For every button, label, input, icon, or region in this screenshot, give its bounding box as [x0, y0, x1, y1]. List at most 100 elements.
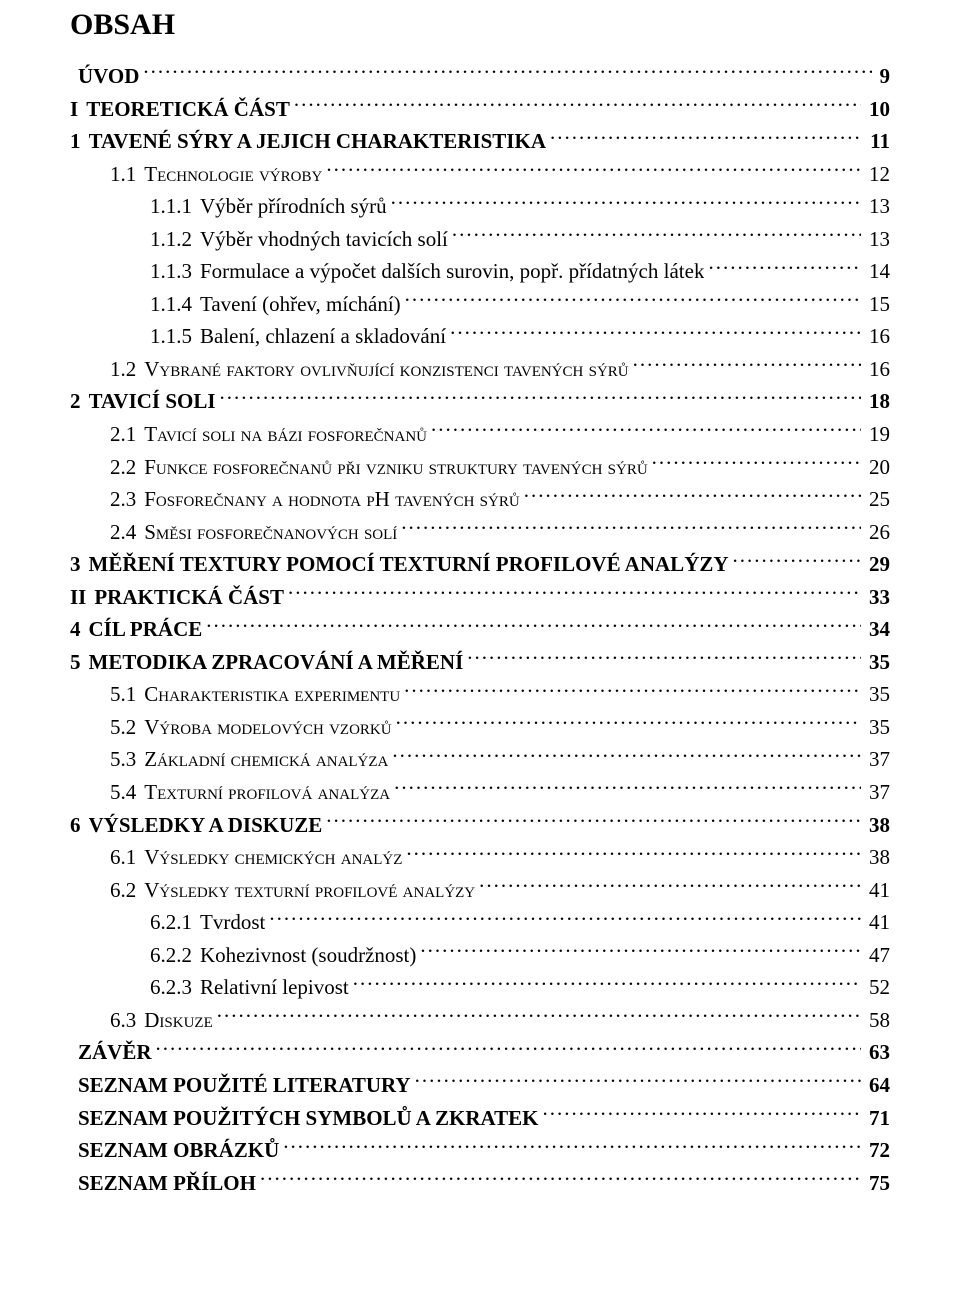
toc-entry-text: VÝSLEDKY A DISKUZE: [89, 809, 323, 842]
toc-entry-page: 13: [865, 223, 890, 256]
toc-entry-text: SEZNAM POUŽITÝCH SYMBOLŮ A ZKRATEK: [78, 1102, 539, 1135]
toc-entry: 1TAVENÉ SÝRY A JEJICH CHARAKTERISTIKA11: [70, 125, 890, 158]
toc-entry-number: 6.2.2: [70, 939, 200, 972]
toc-leader: [396, 713, 861, 734]
toc-entry-text: Tavicí soli na bázi fosforečnanů: [144, 418, 427, 451]
toc-entry: 6VÝSLEDKY A DISKUZE38: [70, 809, 890, 842]
toc-entry-page: 64: [865, 1069, 890, 1102]
toc-entry-number: 6.2: [70, 874, 144, 907]
toc-entry-number: 6.2.1: [70, 906, 200, 939]
toc-entry: IIPRAKTICKÁ ČÁST33: [70, 581, 890, 614]
toc-entry-number: 1.1.5: [70, 320, 200, 353]
toc-entry-number: 3: [70, 548, 89, 581]
toc-entry: ZÁVĚR63: [70, 1036, 890, 1069]
toc-entry-text: MĚŘENÍ TEXTURY POMOCÍ TEXTURNÍ PROFILOVÉ…: [89, 548, 729, 581]
toc-entry-number: 1.1.2: [70, 223, 200, 256]
toc-entry: 5.3Základní chemická analýza37: [70, 743, 890, 776]
toc-entry-number: 1.1: [70, 158, 144, 191]
toc-entry: 2TAVICÍ SOLI18: [70, 385, 890, 418]
toc-entry-page: 63: [865, 1036, 890, 1069]
toc-leader: [652, 453, 861, 474]
toc-entry-text: Tavení (ohřev, míchání): [200, 288, 401, 321]
toc-entry-text: Tvrdost: [200, 906, 265, 939]
toc-entry: 1.1.4Tavení (ohřev, míchání)15: [70, 288, 890, 321]
toc-entry-number: 1.1.3: [70, 255, 200, 288]
toc-entry: 4CÍL PRÁCE34: [70, 613, 890, 646]
toc-leader: [394, 778, 861, 799]
toc-entry-text: Technologie výroby: [144, 158, 322, 191]
toc-leader: [288, 583, 861, 604]
toc-entry-page: 41: [865, 874, 890, 907]
toc-entry-page: 33: [865, 581, 890, 614]
toc-entry: 6.1Výsledky chemických analýz38: [70, 841, 890, 874]
toc-leader: [543, 1104, 861, 1125]
toc-entry-page: 34: [865, 613, 890, 646]
toc-leader: [143, 62, 871, 83]
toc-entry-page: 14: [865, 255, 890, 288]
toc-entry-text: SEZNAM OBRÁZKŮ: [78, 1134, 279, 1167]
toc-entry: 1.1.2Výběr vhodných tavicích solí13: [70, 223, 890, 256]
toc-entry-text: Relativní lepivost: [200, 971, 349, 1004]
toc-entry: 1.2Vybrané faktory ovlivňující konzisten…: [70, 353, 890, 386]
toc-entry: 1.1.5Balení, chlazení a skladování16: [70, 320, 890, 353]
toc-entry-number: 2.1: [70, 418, 144, 451]
toc-entry-text: SEZNAM PŘÍLOH: [78, 1167, 256, 1200]
toc-entry-number: 5.2: [70, 711, 144, 744]
toc-entry-page: 58: [865, 1004, 890, 1037]
toc-entry-text: PRAKTICKÁ ČÁST: [94, 581, 284, 614]
toc-leader: [733, 550, 861, 571]
toc-leader: [269, 908, 861, 929]
toc-entry-number: 6.3: [70, 1004, 144, 1037]
toc-entry-page: 35: [865, 646, 890, 679]
toc-entry-text: ÚVOD: [78, 60, 139, 93]
toc-leader: [479, 876, 861, 897]
toc-entry: 6.3Diskuze58: [70, 1004, 890, 1037]
toc-leader: [431, 420, 861, 441]
toc-entry-text: Výběr přírodních sýrů: [200, 190, 387, 223]
toc-entry: 6.2.2Kohezivnost (soudržnost)47: [70, 939, 890, 972]
toc-leader: [524, 485, 861, 506]
toc-leader: [294, 95, 861, 116]
toc-entry-text: Charakteristika experimentu: [144, 678, 400, 711]
toc-entry-text: Výsledky texturní profilové analýzy: [144, 874, 475, 907]
toc-entry: SEZNAM OBRÁZKŮ 72: [70, 1134, 890, 1167]
toc-leader: [326, 811, 861, 832]
toc-entry-page: 38: [865, 841, 890, 874]
toc-entry-page: 72: [865, 1134, 890, 1167]
toc-entry-number: 2: [70, 385, 89, 418]
toc-entry: SEZNAM POUŽITÝCH SYMBOLŮ A ZKRATEK 71: [70, 1102, 890, 1135]
toc-entry: 2.4Směsi fosforečnanových solí26: [70, 516, 890, 549]
toc-entry-text: CÍL PRÁCE: [89, 613, 203, 646]
toc-entry-text: TAVENÉ SÝRY A JEJICH CHARAKTERISTIKA: [89, 125, 546, 158]
toc-entry-text: Balení, chlazení a skladování: [200, 320, 446, 353]
toc-entry-text: Výsledky chemických analýz: [144, 841, 402, 874]
toc-entry-page: 71: [865, 1102, 890, 1135]
toc-leader: [283, 1136, 861, 1157]
toc-entry-number: 1.2: [70, 353, 144, 386]
toc-entry-number: 6.2.3: [70, 971, 200, 1004]
toc-entry-text: Výroba modelových vzorků: [144, 711, 391, 744]
toc-entry-page: 10: [865, 93, 890, 126]
toc-leader: [401, 518, 861, 539]
toc-entry: 5.1Charakteristika experimentu35: [70, 678, 890, 711]
toc-entry-number: 1.1.4: [70, 288, 200, 321]
toc-leader: [420, 941, 861, 962]
toc-leader: [260, 1169, 861, 1190]
toc-leader: [156, 1038, 861, 1059]
toc-entry-page: 75: [865, 1167, 890, 1200]
toc-entry: 2.3Fosforečnany a hodnota pH tavených sý…: [70, 483, 890, 516]
toc-entry: 2.1Tavicí soli na bázi fosforečnanů19: [70, 418, 890, 451]
page: OBSAH ÚVOD9ITEORETICKÁ ČÁST101TAVENÉ SÝR…: [0, 0, 960, 1291]
toc-entry: 1.1.3Formulace a výpočet dalších surovin…: [70, 255, 890, 288]
toc-leader: [404, 680, 861, 701]
toc-entry: 1.1Technologie výroby12: [70, 158, 890, 191]
toc-entry-number: 6: [70, 809, 89, 842]
toc-entry-text: Základní chemická analýza: [144, 743, 388, 776]
toc-entry-page: 25: [865, 483, 890, 516]
toc-entry-text: Kohezivnost (soudržnost): [200, 939, 416, 972]
toc-entry-page: 35: [865, 678, 890, 711]
toc-leader: [467, 648, 861, 669]
toc-leader: [406, 843, 861, 864]
toc-entry-number: 5.3: [70, 743, 144, 776]
toc-entry-page: 35: [865, 711, 890, 744]
